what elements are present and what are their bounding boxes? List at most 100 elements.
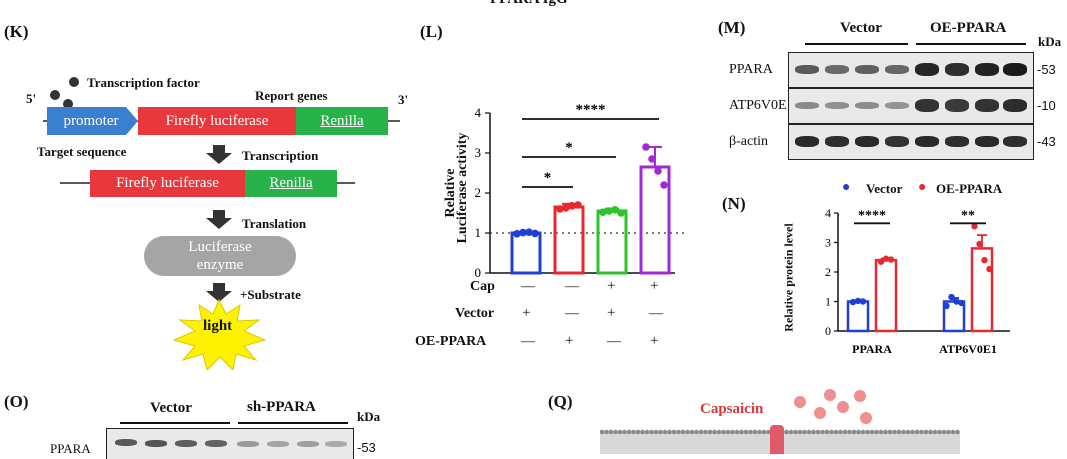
bar xyxy=(553,205,585,275)
lipid-head xyxy=(784,429,789,435)
lipid-head xyxy=(703,429,708,435)
panel-m-label: (M) xyxy=(718,18,746,37)
lipid-head xyxy=(869,429,875,435)
membrane-diagram xyxy=(599,389,960,454)
lipid-head xyxy=(739,429,744,435)
lipid-head xyxy=(685,429,690,435)
lipid-head xyxy=(878,429,884,435)
legend-vector-dot: ● xyxy=(842,180,851,195)
data-point xyxy=(525,228,533,236)
row-label-cap: Cap xyxy=(470,279,495,294)
cond-cell: — xyxy=(521,334,535,349)
lipid-head xyxy=(838,429,843,435)
data-point xyxy=(599,208,607,216)
data-point xyxy=(513,230,521,238)
lipid-head xyxy=(793,429,798,435)
panel-n-label: (N) xyxy=(722,194,746,213)
o-kda: kDa xyxy=(357,409,381,424)
lipid-head xyxy=(617,429,623,435)
data-point xyxy=(568,202,576,210)
luciferase-ylabel-line2: Luciferase activity xyxy=(455,132,470,244)
capsaicin-molecule xyxy=(814,407,826,419)
y-tick-label: 2 xyxy=(825,265,831,279)
lipid-head xyxy=(694,429,699,435)
capsaicin-molecule xyxy=(837,401,849,413)
lipid-head xyxy=(950,429,956,435)
light-burst-icon xyxy=(172,298,267,370)
lipid-head xyxy=(698,429,704,435)
o-group-vector: Vector xyxy=(150,400,192,416)
significance-label: **** xyxy=(858,208,886,223)
panel-l-label: (L) xyxy=(420,22,443,41)
data-point xyxy=(859,298,867,305)
blot-actin xyxy=(788,124,1034,160)
significance-label: **** xyxy=(576,102,606,118)
lipid-head xyxy=(919,429,924,435)
data-point xyxy=(981,257,988,264)
lipid-head xyxy=(757,429,762,435)
cond-cell: + xyxy=(650,278,659,294)
legend-oe-dot: ● xyxy=(918,180,927,195)
significance-label: ** xyxy=(961,208,975,223)
lipid-head xyxy=(604,429,609,435)
lipid-head xyxy=(658,429,663,435)
o-group-sh: sh-PPARA xyxy=(247,399,316,415)
report-genes-label: Report genes xyxy=(255,88,328,103)
cond-cell: — xyxy=(565,306,579,321)
enzyme-line2: enzyme xyxy=(196,256,244,273)
lipid-head xyxy=(937,429,942,435)
enzyme-line1: Luciferase xyxy=(188,238,252,255)
m-group-vector: Vector xyxy=(840,20,882,36)
m-underline-oe xyxy=(916,43,1026,45)
m-mw-actin: -43 xyxy=(1037,134,1056,149)
renilla-mrna-label: Renilla xyxy=(269,175,313,191)
o-mw: -53 xyxy=(357,440,376,455)
lipid-head xyxy=(712,429,717,435)
data-point xyxy=(877,258,885,265)
data-point xyxy=(958,299,965,307)
cond-cell: — xyxy=(607,334,621,349)
data-point xyxy=(971,223,978,230)
m-mw-ppara: -53 xyxy=(1037,62,1056,77)
y-tick-label: 0 xyxy=(475,265,482,280)
firefly-mrna-label: Firefly luciferase xyxy=(116,175,219,191)
capsaicin-molecule xyxy=(860,412,872,424)
panel-k-diagram xyxy=(43,77,400,370)
lipid-head xyxy=(833,429,839,435)
lipid-head xyxy=(802,429,807,435)
lipid-head xyxy=(649,429,654,435)
lipid-head xyxy=(644,429,650,435)
lipid-head xyxy=(923,429,929,435)
lipid-head xyxy=(680,429,686,435)
channel-protein xyxy=(770,425,784,454)
panel-o-label: (O) xyxy=(4,392,29,411)
blot-ppara xyxy=(788,52,1034,88)
lipid-head xyxy=(676,429,681,435)
lipid-head xyxy=(707,429,713,435)
data-point xyxy=(574,201,582,209)
y-tick-label: 4 xyxy=(475,105,482,120)
capsaicin-molecule xyxy=(854,390,866,402)
o-row-label: PPARA xyxy=(50,441,91,456)
lipid-head xyxy=(748,429,753,435)
data-point xyxy=(660,181,668,189)
cond-cell: — xyxy=(521,279,535,294)
five-prime: 5' xyxy=(26,91,37,106)
m-group-oe: OE-PPARA xyxy=(930,20,1007,36)
y-tick-label: 1 xyxy=(825,295,831,309)
lipid-head xyxy=(851,429,857,435)
y-tick-label: 4 xyxy=(825,206,831,220)
arrow-down-icon xyxy=(206,210,232,229)
data-point xyxy=(654,167,662,175)
lipid-head xyxy=(640,429,645,435)
y-tick-label: 2 xyxy=(475,185,482,200)
capsaicin-molecule xyxy=(794,396,806,408)
legend-oe-label: OE-PPARA xyxy=(936,181,1003,196)
data-point xyxy=(849,298,857,306)
data-point xyxy=(617,209,625,217)
lipid-head xyxy=(811,429,816,435)
data-point xyxy=(948,293,955,301)
cond-cell: + xyxy=(565,333,574,349)
lipid-head xyxy=(815,429,821,435)
firefly-label: Firefly luciferase xyxy=(165,112,269,129)
